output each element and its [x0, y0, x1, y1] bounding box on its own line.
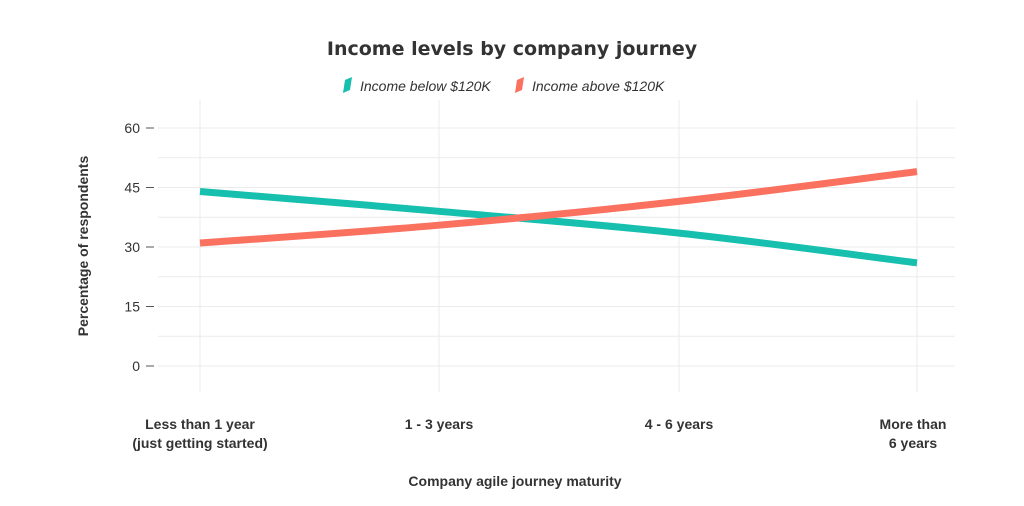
y-tick-label: 60	[124, 120, 140, 136]
x-tick-label: (just getting started)	[132, 435, 267, 451]
series-lines	[199, 168, 918, 267]
x-axis-label: Company agile journey maturity	[408, 473, 621, 489]
y-tick-label: 45	[124, 180, 140, 196]
legend-swatch	[515, 77, 524, 93]
y-axis: 0 15 30 45 60	[124, 120, 154, 374]
legend: Income below $120K Income above $120K	[343, 77, 665, 94]
legend-label: Income below $120K	[360, 78, 491, 94]
y-tick-label: 0	[132, 358, 140, 374]
series-line-income-below-120k	[199, 187, 918, 267]
chart-title: Income levels by company journey	[327, 38, 698, 60]
y-tick-label: 15	[124, 299, 140, 315]
grid	[158, 100, 955, 392]
legend-swatch	[343, 77, 352, 93]
series-line-income-above-120k	[199, 168, 918, 247]
y-tick-label: 30	[124, 239, 140, 255]
x-tick-label: More than	[880, 416, 947, 432]
x-tick-label: Less than 1 year	[145, 416, 255, 432]
x-tick-label: 6 years	[889, 435, 937, 451]
x-axis: Less than 1 year (just getting started) 1 …	[132, 416, 946, 451]
legend-label: Income above $120K	[532, 78, 665, 94]
x-tick-label: 1 - 3 years	[405, 416, 474, 432]
x-tick-label: 4 - 6 years	[645, 416, 714, 432]
y-axis-label: Percentage of respondents	[75, 156, 91, 337]
